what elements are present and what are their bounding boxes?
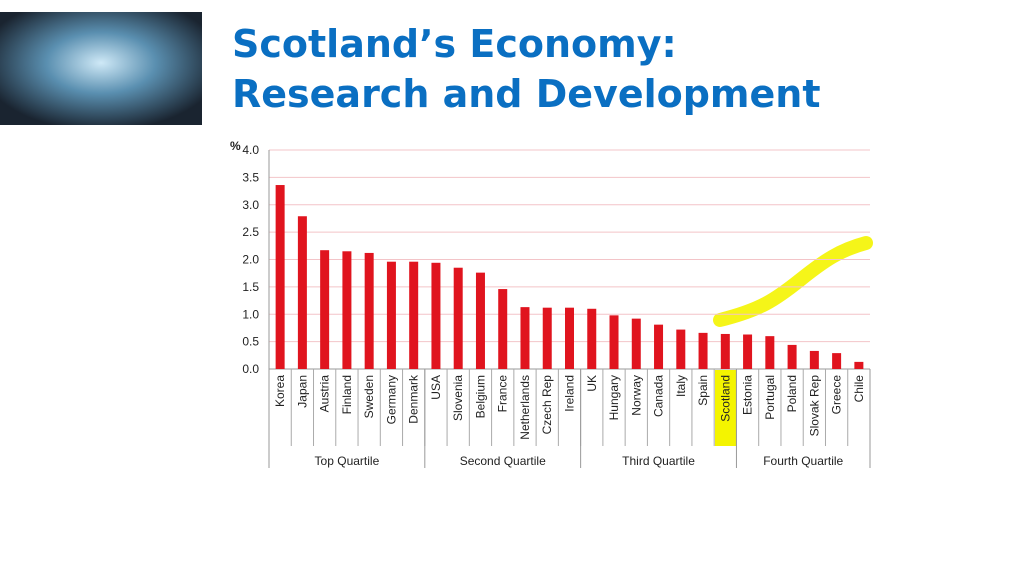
y-axis-label: % [230,139,241,153]
bar [587,308,597,369]
x-tick-label: Korea [273,375,287,407]
bar [654,324,664,369]
bar [409,261,419,369]
x-tick-label: Scotland [718,375,732,422]
bar [297,216,307,369]
x-tick-label: Slovak Rep [807,375,821,437]
x-tick-label: France [496,375,510,413]
bar [453,267,463,369]
x-tick-label: Poland [785,375,799,412]
group-label: Second Quartile [460,454,546,468]
group-label: Fourth Quartile [763,454,843,468]
bar [787,344,797,369]
y-tick-label: 3.0 [242,198,259,212]
x-tick-label: Ireland [563,375,577,412]
y-tick-label: 0.5 [242,335,259,349]
x-tick-label: UK [585,375,599,392]
y-tick-label: 1.5 [242,280,259,294]
x-tick-label: Portugal [763,375,777,420]
header-image [0,12,202,125]
bar [342,251,352,369]
bar [609,315,619,369]
y-tick-label: 1.0 [242,307,259,321]
x-tick-label: Germany [384,375,398,424]
x-tick-label: Italy [674,375,688,397]
bar [832,353,842,369]
group-label: Top Quartile [315,454,380,468]
x-tick-label: Japan [295,375,309,408]
x-tick-label: Slovenia [451,375,465,421]
bar [765,336,775,369]
bar [565,307,574,369]
x-tick-label: USA [429,375,443,400]
bar [431,262,441,369]
bar [498,289,508,369]
slide-title: Scotland’s Economy: [232,22,677,66]
bar [364,252,374,369]
bar [520,307,530,369]
group-label: Third Quartile [622,454,695,468]
bar [854,361,864,369]
bar [676,329,686,369]
bar [720,333,730,369]
x-tick-label: Sweden [362,375,376,418]
y-tick-label: 3.5 [242,170,259,184]
bar [698,332,708,369]
bar [809,350,819,369]
x-tick-label: Belgium [473,375,487,418]
x-tick-label: Norway [629,375,643,416]
slide-title: Research and Development [232,72,821,116]
highlight-arrow [713,236,873,327]
x-tick-label: Austria [318,375,332,413]
x-tick-label: Hungary [607,375,621,420]
y-tick-label: 2.5 [242,225,259,239]
x-tick-label: Czech Rep [540,375,554,435]
bar [386,261,396,369]
x-tick-label: Finland [340,375,354,414]
bar [743,334,753,369]
x-tick-label: Denmark [407,374,421,424]
x-tick-label: Greece [830,375,844,415]
x-tick-label: Canada [652,375,666,417]
y-tick-label: 4.0 [242,143,259,157]
x-tick-label: Estonia [741,375,755,415]
x-tick-label: Netherlands [518,375,532,440]
y-tick-label: 0.0 [242,362,259,376]
bar [631,318,641,369]
bar [320,250,330,369]
bar [542,307,552,369]
x-tick-label: Chile [852,375,866,403]
highlight-box [715,370,737,446]
bar [475,272,485,369]
x-tick-label: Spain [696,375,710,406]
bar [275,185,285,369]
y-tick-label: 2.0 [242,253,259,267]
